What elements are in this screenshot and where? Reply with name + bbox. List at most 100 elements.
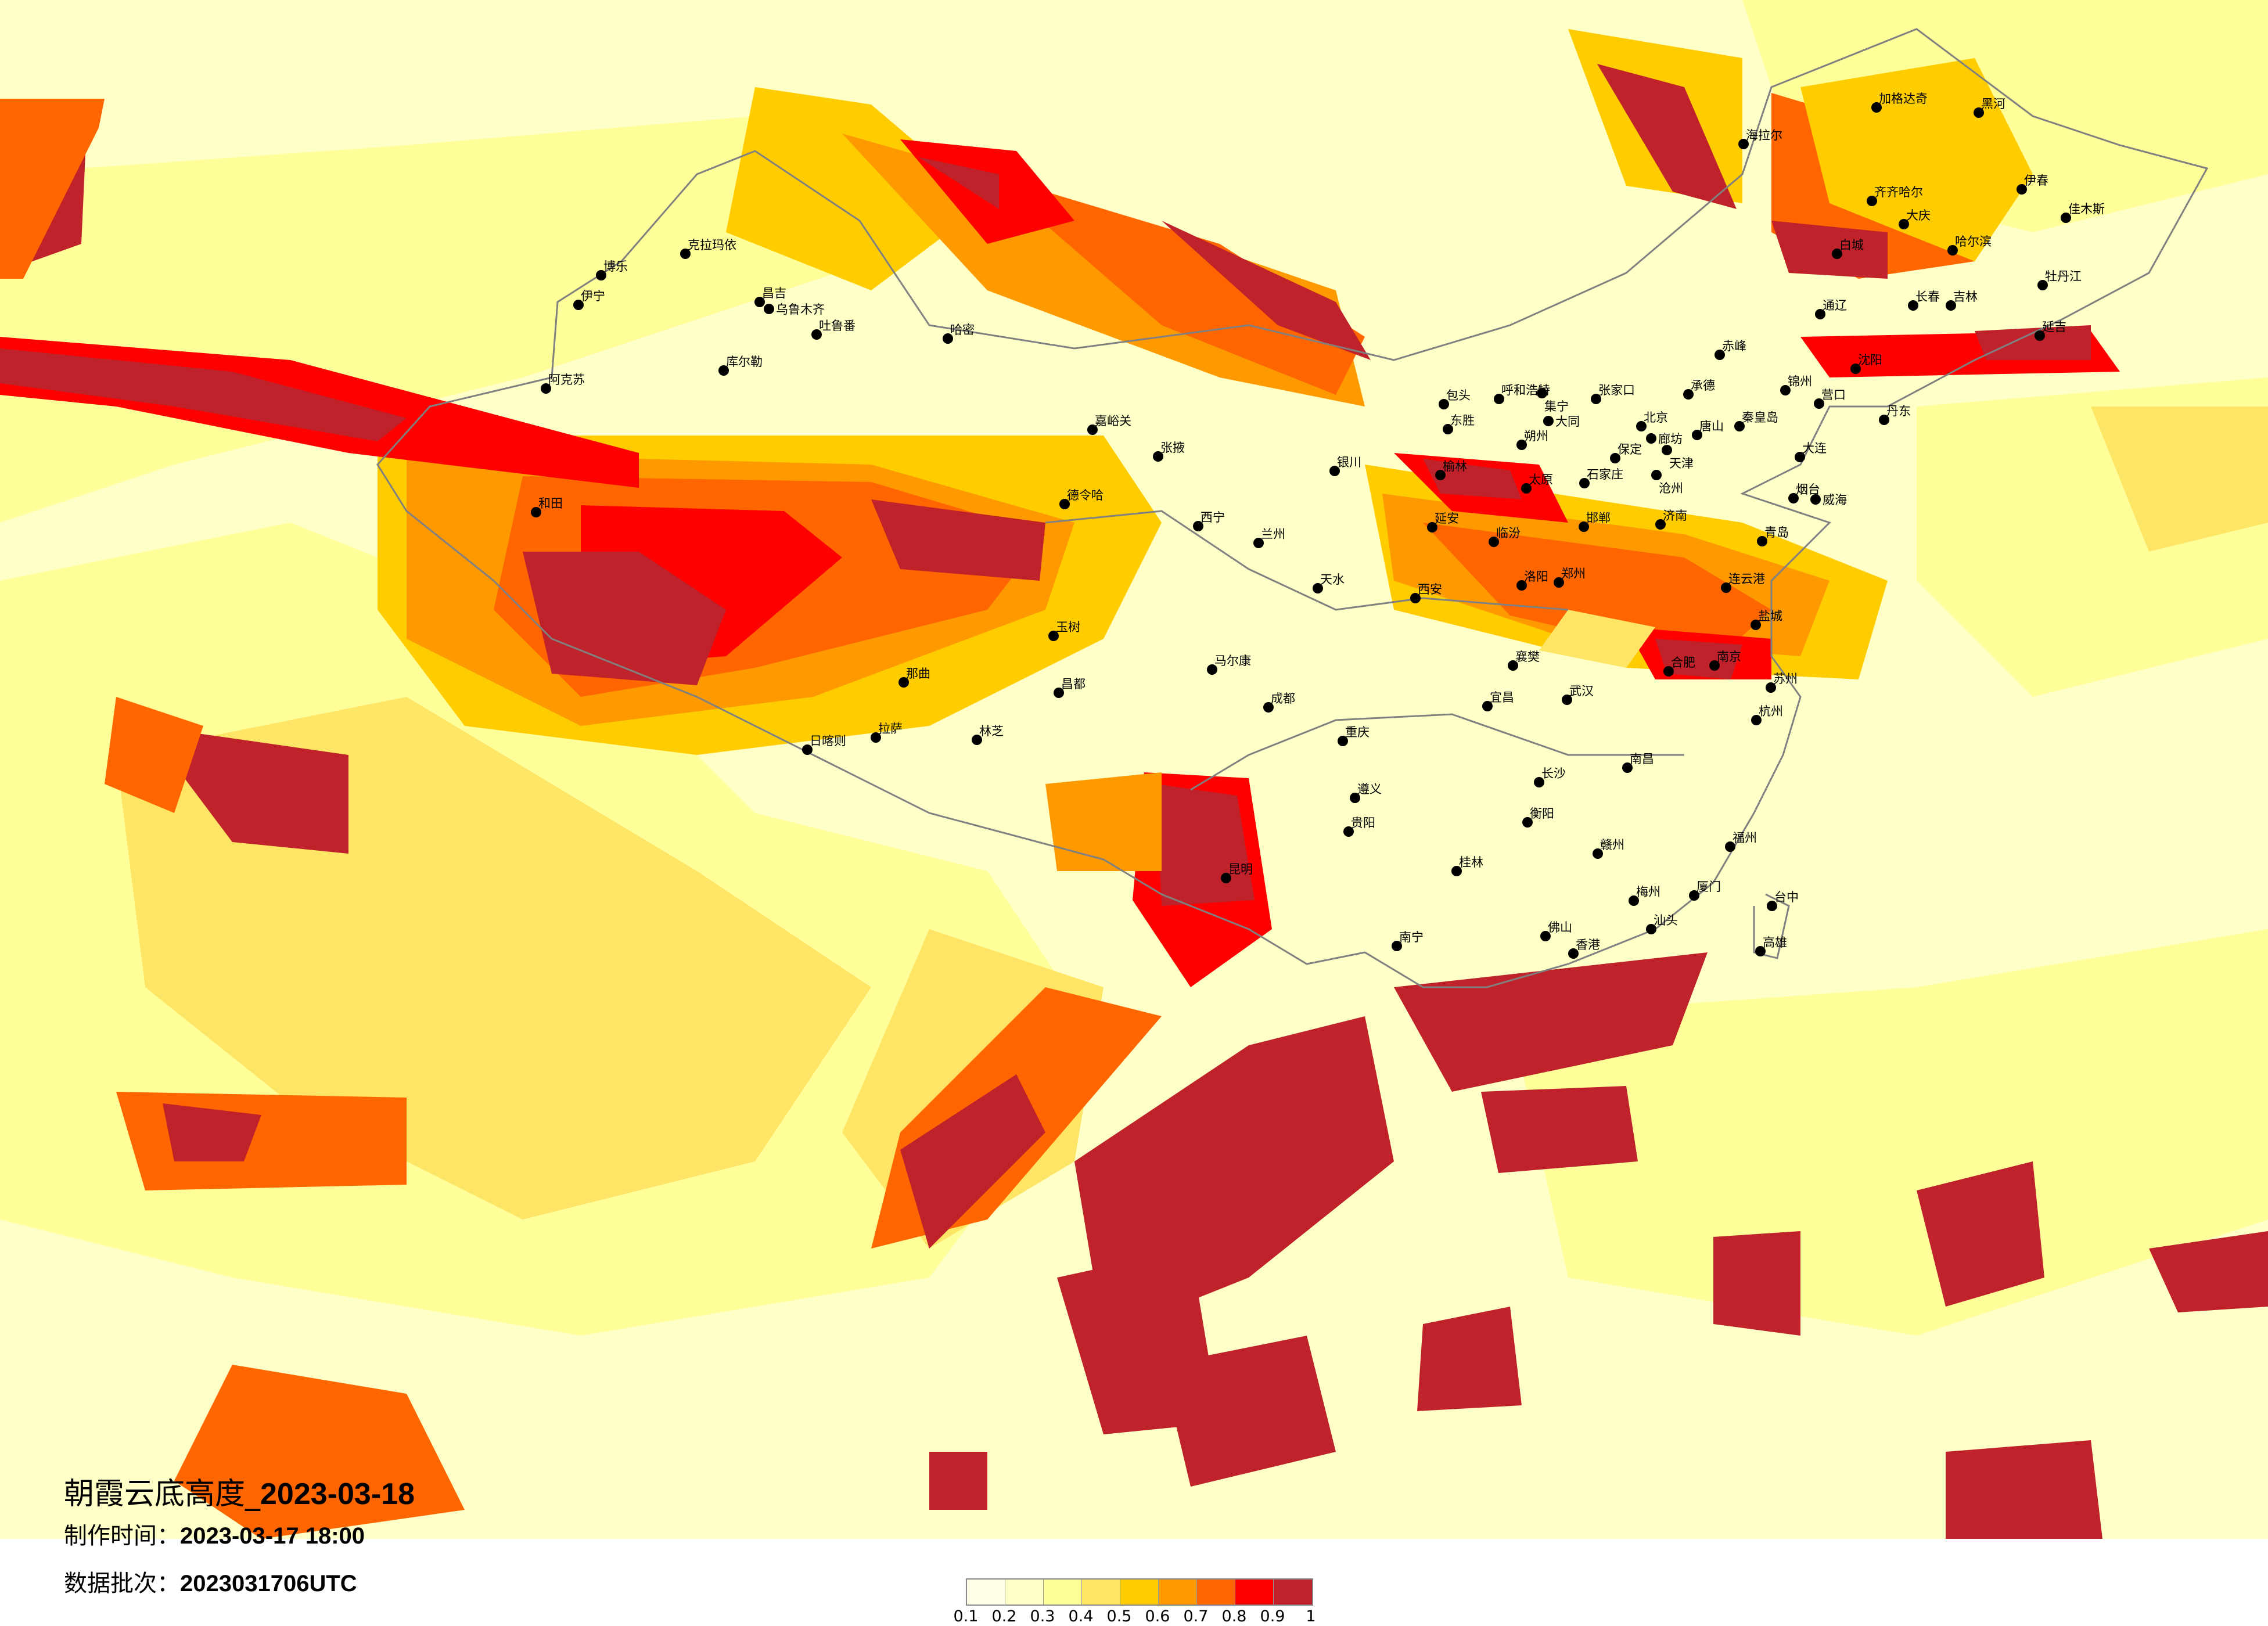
city-dot (1692, 430, 1702, 440)
data-batch-label: 数据批次： (64, 1570, 180, 1597)
city-marker: 集宁 (1537, 388, 1569, 413)
city-dot (1350, 793, 1360, 803)
city-dot (1814, 398, 1824, 409)
city-label: 库尔勒 (726, 355, 763, 369)
city-dot (972, 735, 982, 745)
city-marker: 延吉 (2035, 320, 2066, 341)
city-marker: 乌鲁木齐 (764, 303, 825, 316)
data-batch-value: 2023031706UTC (180, 1571, 357, 1596)
city-dot (531, 507, 541, 517)
city-dot (1655, 519, 1666, 530)
city-label: 日喀则 (810, 734, 846, 748)
city-marker: 天水 (1313, 573, 1345, 593)
city-marker: 通辽 (1815, 298, 1847, 319)
city-marker: 郑州 (1554, 567, 1586, 588)
city-marker: 齐齐哈尔 (1867, 185, 1923, 206)
city-dot (1313, 583, 1323, 593)
city-label: 包头 (1446, 388, 1471, 402)
city-dot (1193, 521, 1203, 531)
cloud-value-region (1655, 639, 1742, 679)
city-dot (811, 329, 822, 340)
city-label: 集宁 (1544, 400, 1569, 413)
city-marker: 南京 (1709, 650, 1741, 671)
city-label: 朔州 (1524, 429, 1548, 443)
city-label: 廊坊 (1658, 432, 1683, 446)
city-dot (1622, 762, 1633, 773)
city-label: 大同 (1555, 415, 1580, 429)
city-marker: 东胜 (1443, 413, 1475, 434)
cloud-value-region (1162, 221, 1371, 360)
city-dot (1947, 245, 1958, 256)
city-marker: 马尔康 (1207, 654, 1251, 675)
city-label: 克拉玛依 (688, 238, 736, 252)
city-dot (1439, 399, 1449, 409)
city-label: 青岛 (1764, 526, 1789, 539)
city-label: 唐山 (1699, 419, 1724, 433)
city-label: 威海 (1823, 493, 1847, 507)
city-marker: 南宁 (1392, 930, 1424, 951)
city-label: 玉树 (1056, 620, 1080, 634)
cloud-value-region (871, 499, 1045, 581)
city-marker: 昆明 (1221, 862, 1253, 883)
city-marker: 锦州 (1780, 375, 1812, 395)
city-dot (1738, 139, 1749, 149)
city-marker: 日喀则 (802, 734, 846, 755)
city-dot (1508, 660, 1518, 671)
city-marker: 黑河 (1974, 97, 2005, 118)
legend-tick-label: 0.3 (1030, 1607, 1055, 1625)
city-marker: 廊坊 (1646, 432, 1683, 446)
city-marker: 长沙 (1534, 767, 1566, 787)
city-dot (1494, 394, 1504, 404)
production-time-label: 制作时间： (64, 1523, 180, 1549)
city-dot (754, 297, 765, 307)
city-dot (1629, 895, 1639, 906)
legend-tick-label: 0.7 (1183, 1607, 1209, 1625)
legend-tick-label: 0.8 (1221, 1607, 1247, 1625)
cloud-value-region (900, 1074, 1045, 1249)
city-label: 加格达奇 (1879, 92, 1928, 106)
city-marker: 合肥 (1663, 656, 1695, 677)
city-marker: 秦皇岛 (1734, 411, 1778, 431)
legend-swatch (967, 1580, 1005, 1605)
city-dot (1683, 389, 1694, 400)
city-marker: 唐山 (1692, 419, 1724, 440)
city-marker: 朔州 (1516, 429, 1548, 450)
city-marker: 石家庄 (1579, 467, 1623, 488)
city-dot (1974, 107, 1984, 118)
city-label: 牡丹江 (2045, 269, 2082, 283)
title-text: 朝霞云底高度_ (64, 1477, 261, 1512)
city-label: 承德 (1691, 379, 1715, 393)
cloud-value-region (2091, 406, 2268, 552)
city-marker: 和田 (531, 497, 563, 517)
province-border (1045, 510, 1569, 611)
city-marker: 高雄 (1755, 936, 1787, 956)
city-marker: 宜昌 (1482, 690, 1514, 711)
city-label: 武汉 (1569, 684, 1594, 698)
city-dot (1662, 445, 1672, 455)
city-dot (1543, 416, 1554, 426)
city-marker: 包头 (1439, 388, 1471, 409)
city-dot (1516, 580, 1527, 591)
city-dot (1435, 470, 1446, 480)
city-dot (1338, 736, 1348, 746)
city-label: 张家口 (1598, 383, 1635, 397)
cloud-value-region (1946, 1440, 2102, 1539)
city-marker: 吐鲁番 (811, 319, 856, 340)
city-dot (1534, 777, 1544, 787)
city-marker: 西安 (1410, 582, 1442, 603)
city-dot (1610, 453, 1620, 463)
city-marker: 南昌 (1622, 752, 1654, 773)
city-marker: 哈密 (943, 323, 975, 344)
city-marker: 武汉 (1562, 684, 1594, 705)
city-dot (1087, 425, 1098, 435)
city-label: 烟台 (1796, 483, 1820, 497)
city-dot (596, 270, 606, 280)
cloud-value-region (1800, 58, 2033, 261)
city-marker: 博乐 (596, 260, 628, 280)
city-label: 重庆 (1345, 725, 1370, 739)
city-dot (1663, 666, 1674, 677)
city-marker: 保定 (1610, 443, 1642, 463)
city-label: 连云港 (1728, 572, 1765, 586)
city-label: 佛山 (1548, 920, 1572, 934)
